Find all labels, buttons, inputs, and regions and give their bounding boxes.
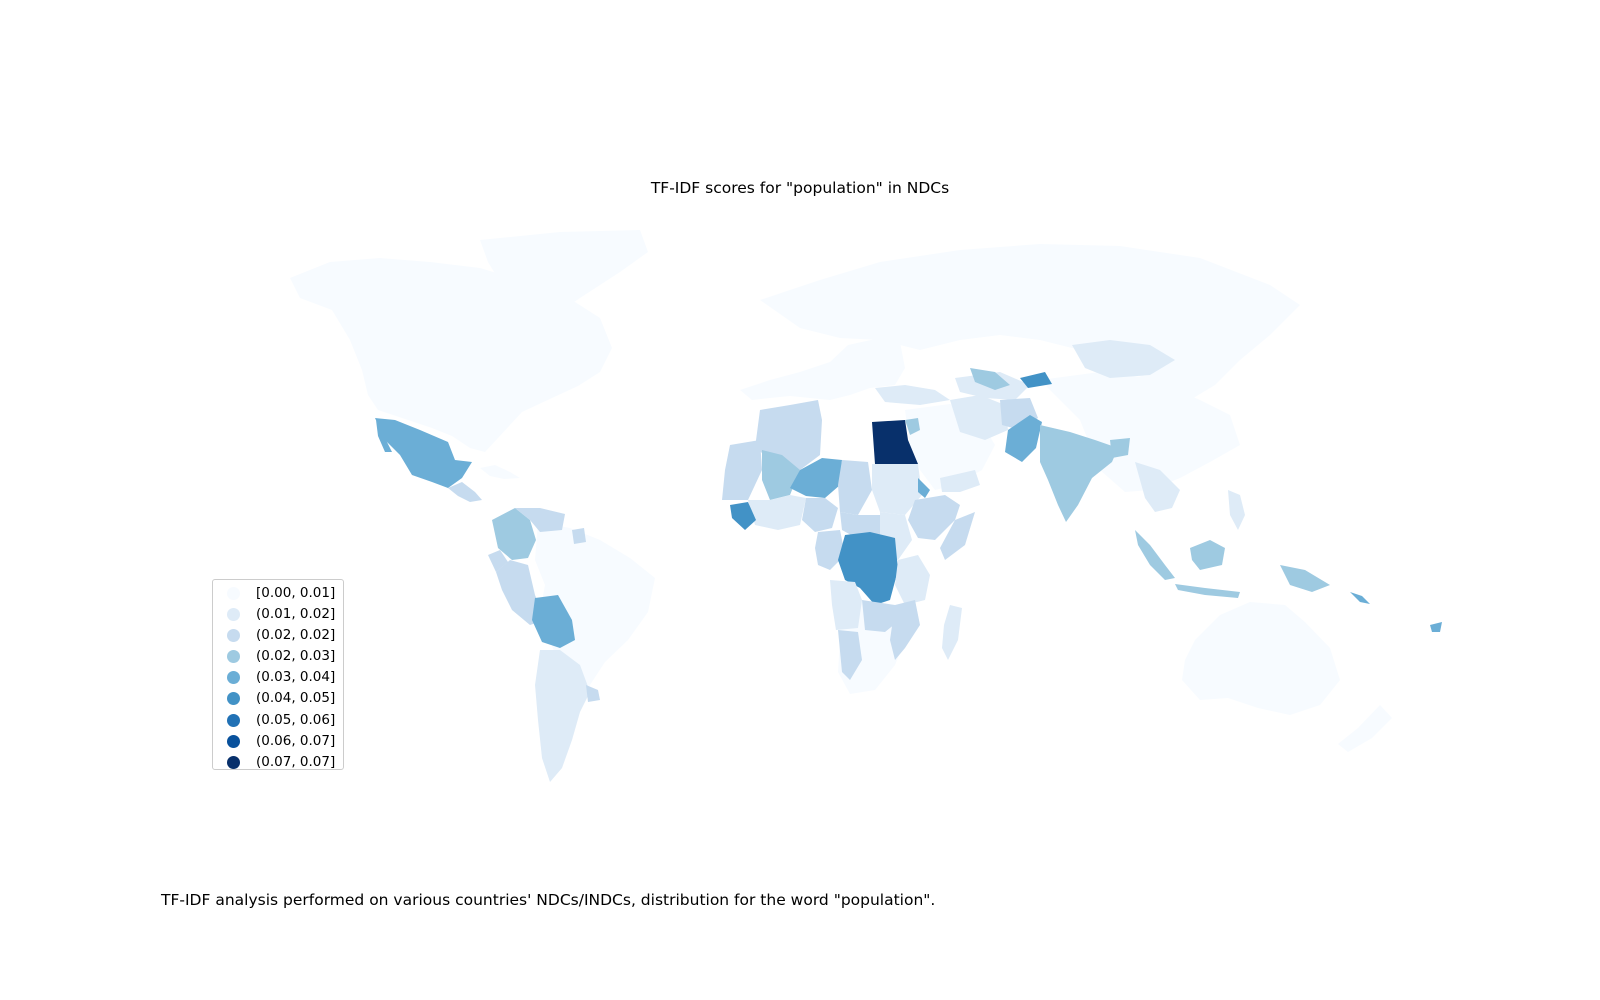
region-caribbean <box>480 465 520 479</box>
country-jordan <box>905 418 920 435</box>
legend-swatch-icon <box>227 608 240 622</box>
country-southern-cone <box>535 650 590 782</box>
country-eritrea <box>918 478 930 498</box>
legend-swatch-icon <box>227 734 240 748</box>
legend-swatch-icon <box>227 650 240 664</box>
legend-item: (0.06, 0.07] <box>213 731 343 752</box>
legend-item: (0.02, 0.03] <box>213 646 343 667</box>
country-philippines <box>1228 490 1245 530</box>
legend-label: (0.02, 0.02] <box>256 627 336 644</box>
country-pacific-islands <box>1350 592 1370 604</box>
country-papua <box>1280 565 1330 592</box>
country-guyana <box>572 528 586 544</box>
legend-swatch-icon <box>227 629 240 643</box>
country-zambia-malawi <box>862 600 900 632</box>
country-kenya-tanzania <box>895 555 930 605</box>
region-new-zealand <box>1338 705 1392 752</box>
country-mexico <box>375 418 472 488</box>
country-bangladesh <box>1110 438 1130 458</box>
figure-caption: TF-IDF analysis performed on various cou… <box>161 891 936 909</box>
country-india <box>1040 425 1118 522</box>
country-myanmar-thailand <box>1135 462 1180 512</box>
country-iran <box>950 395 1008 440</box>
country-turkey <box>875 385 950 405</box>
region-south-america-east <box>535 522 655 692</box>
country-colombia <box>492 508 536 560</box>
legend-item: (0.03, 0.04] <box>213 667 343 688</box>
legend-swatch-icon <box>227 755 240 769</box>
region-north-america <box>290 258 612 452</box>
country-baja-california <box>376 420 392 452</box>
country-egypt <box>872 420 918 464</box>
legend-item: (0.01, 0.02] <box>213 604 343 625</box>
country-cameroon-gabon <box>815 530 845 570</box>
country-chad <box>838 460 872 515</box>
legend-label: (0.06, 0.07] <box>256 732 336 749</box>
legend-swatch-icon <box>227 713 240 727</box>
legend-label: (0.04, 0.05] <box>256 690 336 707</box>
country-fill-layer <box>375 340 1442 782</box>
country-west-africa-coast <box>748 495 806 530</box>
region-east-asia <box>1040 372 1240 492</box>
legend-swatch-icon <box>227 692 240 706</box>
country-somalia <box>940 512 975 560</box>
country-borneo <box>1190 540 1225 570</box>
country-sudan <box>872 464 922 515</box>
country-indonesia-java <box>1175 584 1240 598</box>
country-uruguay <box>586 685 600 702</box>
country-venezuela <box>515 508 565 532</box>
legend-swatch-icon <box>227 587 240 600</box>
legend-item: (0.02, 0.02] <box>213 625 343 646</box>
legend-label: (0.05, 0.06] <box>256 711 336 728</box>
country-mozambique <box>890 600 920 660</box>
legend-item: (0.07, 0.07] <box>213 752 343 773</box>
country-guinea <box>730 502 756 530</box>
country-fiji <box>1430 622 1442 632</box>
country-niger <box>790 458 842 498</box>
legend-label: (0.01, 0.02] <box>256 606 336 623</box>
country-central-america <box>448 482 482 502</box>
legend-label: (0.02, 0.03] <box>256 648 336 665</box>
country-yemen-oman <box>940 470 980 492</box>
country-bolivia <box>532 595 575 648</box>
country-angola <box>830 580 862 630</box>
country-ecuador <box>488 550 508 572</box>
legend-label: (0.03, 0.04] <box>256 669 336 686</box>
legend: [0.00, 0.01] (0.01, 0.02] (0.02, 0.02] (… <box>212 579 344 770</box>
country-nigeria <box>802 498 838 532</box>
legend-item: (0.04, 0.05] <box>213 688 343 709</box>
country-madagascar <box>942 605 962 660</box>
country-pakistan <box>1005 415 1042 462</box>
country-uzbekistan <box>970 368 1010 390</box>
legend-label: [0.00, 0.01] <box>256 585 336 601</box>
map-title: TF-IDF scores for "population" in NDCs <box>650 179 950 197</box>
country-peru <box>496 560 545 625</box>
country-ethiopia <box>908 495 960 540</box>
country-namibia <box>838 630 862 680</box>
country-kyrgyzstan <box>1020 372 1052 388</box>
legend-label: (0.07, 0.07] <box>256 753 336 770</box>
legend-item: (0.05, 0.06] <box>213 710 343 731</box>
country-mongolia <box>1072 340 1175 378</box>
country-indonesia-sumatra <box>1135 530 1175 580</box>
country-morocco-west-africa <box>722 440 762 500</box>
region-europe <box>740 338 905 400</box>
legend-item: [0.00, 0.01] <box>213 583 343 604</box>
legend-swatch-icon <box>227 671 240 685</box>
country-drc <box>838 532 898 605</box>
region-australia <box>1182 602 1340 715</box>
